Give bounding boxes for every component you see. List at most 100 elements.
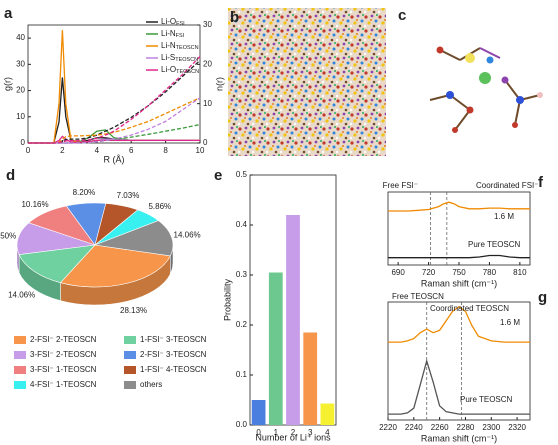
x-tick-label: 2260 — [431, 423, 449, 432]
x-tick-label: 780 — [483, 268, 497, 277]
legend-label: 2-FSI⁻ 3-TEOSCN — [140, 350, 207, 359]
legend-swatch — [124, 351, 136, 359]
series-line — [388, 254, 530, 259]
x-tick-label: 4 — [325, 428, 330, 437]
data-label: 8.20% — [73, 188, 96, 197]
legend-label: 1-FSI⁻ 4-TEOSCN — [140, 365, 207, 374]
legend-label: 2-FSI⁻ 2-TEOSCN — [30, 335, 97, 344]
x-axis-label: Number of Li⁺ ions — [255, 432, 331, 442]
atom — [501, 76, 509, 84]
annotation: Coordinated FSI⁻ — [476, 181, 538, 190]
y-tick-label: 20 — [16, 86, 25, 95]
x-tick-label: 2300 — [482, 423, 500, 432]
x-tick-label: 0 — [256, 428, 261, 437]
legend-label: Li-NFSI — [161, 29, 185, 39]
x-tick-label: 810 — [513, 268, 527, 277]
panel-letter: e — [214, 167, 222, 184]
md-snapshot — [228, 8, 386, 156]
x-tick-label: 2320 — [508, 423, 526, 432]
legend-name: Li-S — [161, 53, 175, 62]
legend-swatch — [124, 381, 136, 389]
panel-letter: d — [6, 167, 15, 184]
x-tick-label: 8 — [163, 146, 168, 155]
legend-sub: FSI — [176, 21, 185, 27]
y-tick-label: 0.2 — [236, 320, 248, 329]
legend-sub: TEOSCN — [176, 45, 199, 51]
y2-tick-label: 20 — [203, 59, 212, 68]
x-tick-label: 750 — [452, 268, 466, 277]
md-box: b — [228, 8, 386, 156]
x-axis-label: Raman shift (cm⁻¹) — [421, 433, 497, 443]
series-line — [28, 97, 201, 144]
legend-swatch — [14, 336, 26, 344]
bar — [286, 215, 300, 425]
atom — [436, 46, 444, 54]
legend-swatch — [124, 366, 136, 374]
panel-letter: g — [538, 289, 547, 306]
atom — [479, 72, 491, 84]
series-line — [388, 358, 530, 415]
legend-swatch — [14, 366, 26, 374]
legend-name: Li-N — [161, 41, 176, 50]
panel-letter: b — [230, 9, 239, 26]
plot-frame — [387, 191, 531, 266]
legend-swatch — [14, 351, 26, 359]
atom — [537, 92, 543, 98]
annotation: Pure TEOSCN — [468, 240, 521, 249]
bond — [454, 109, 471, 131]
x-tick-label: 6 — [129, 146, 134, 155]
data-label: 5.86% — [148, 202, 171, 211]
x-axis-label: Raman shift (cm⁻¹) — [421, 278, 497, 288]
bond — [479, 47, 501, 59]
y-axis-label: Probability — [222, 278, 232, 321]
atom — [452, 127, 458, 133]
y-tick-label: 0.1 — [236, 370, 248, 379]
atom — [466, 106, 474, 114]
panel-letter: c — [398, 7, 406, 24]
pie-slice — [18, 244, 96, 283]
bar — [268, 272, 283, 425]
legend-name: Li-O — [161, 17, 176, 26]
legend-label: 1-FSI⁻ 3-TEOSCN — [140, 335, 207, 344]
atom — [516, 96, 524, 104]
legend-label: 4-FSI⁻ 1-TEOSCN — [30, 380, 97, 389]
legend-label: Li-OFSI — [161, 17, 185, 27]
series-line — [28, 97, 201, 144]
y-axis-label: g(r) — [2, 77, 12, 91]
x-tick-label: 10 — [196, 146, 205, 155]
bar — [320, 403, 335, 425]
x-tick-label: 720 — [422, 268, 436, 277]
plot-frame — [27, 24, 201, 144]
legend-sub: TEOSCN — [175, 57, 198, 63]
x-tick-label: 690 — [391, 268, 405, 277]
x-tick-label: 2220 — [379, 423, 397, 432]
bar — [251, 400, 266, 425]
annotation: 1.6 M — [500, 318, 520, 327]
y-tick-label: 30 — [16, 59, 25, 68]
data-label: 7.03% — [117, 191, 140, 200]
atom — [486, 56, 494, 64]
series-line — [28, 56, 201, 144]
pie-slice — [16, 222, 96, 255]
legend-label: 3-FSI⁻ 1-TEOSCN — [30, 365, 97, 374]
series-line — [388, 305, 530, 343]
pie-slice — [93, 220, 174, 257]
x-tick-label: 2 — [291, 428, 296, 437]
legend-sub: FSI — [176, 33, 185, 39]
series-line — [28, 135, 200, 144]
series-line — [28, 59, 201, 144]
y-tick-label: 40 — [16, 33, 25, 42]
data-label: 12.50% — [0, 232, 16, 241]
bond — [504, 79, 521, 101]
bond — [449, 94, 471, 111]
legend-swatch — [14, 381, 26, 389]
legend-name: Li-N — [161, 29, 176, 38]
pie-slice — [59, 244, 171, 288]
x-tick-label: 4 — [95, 146, 100, 155]
x-tick-label: 2280 — [457, 423, 475, 432]
y-tick-label: 0.0 — [236, 420, 248, 429]
y-tick-label: 0 — [21, 138, 26, 147]
y2-tick-label: 10 — [203, 99, 212, 108]
x-tick-label: 2240 — [405, 423, 423, 432]
annotation: Coordinated TEOSCN — [430, 304, 509, 313]
